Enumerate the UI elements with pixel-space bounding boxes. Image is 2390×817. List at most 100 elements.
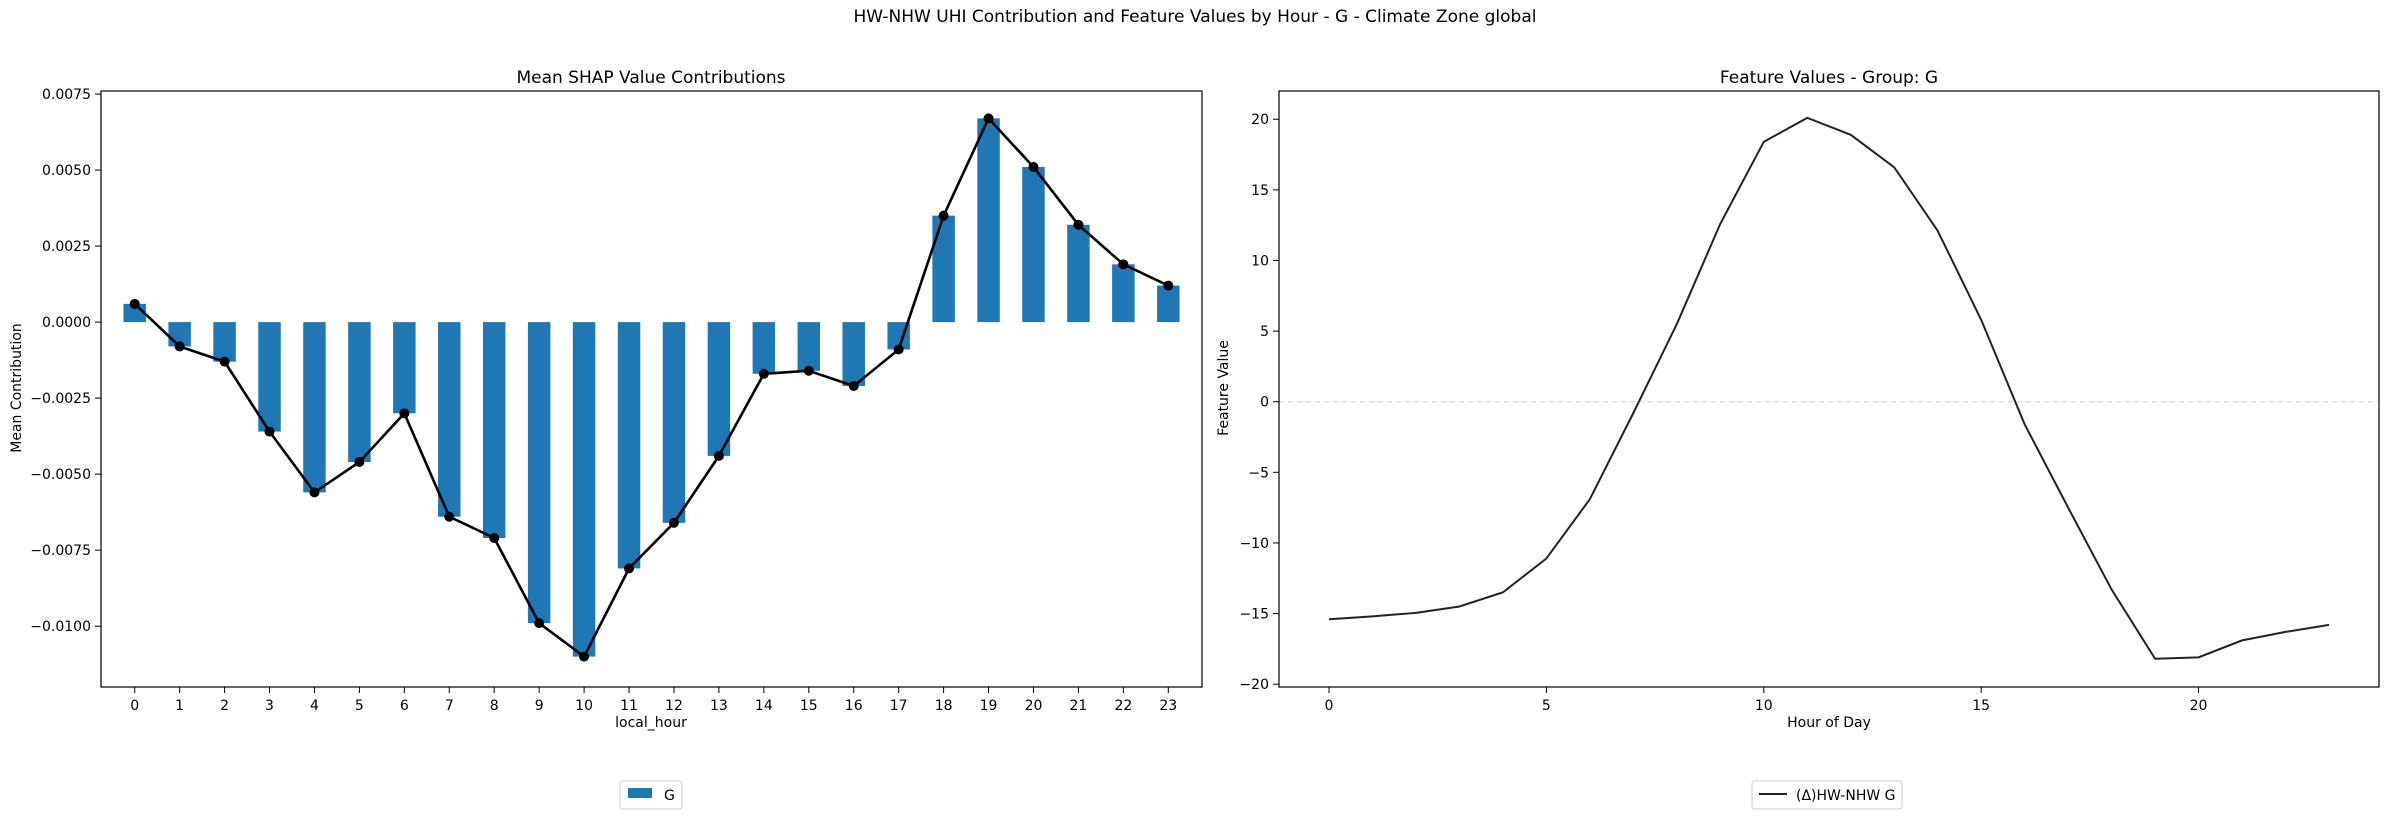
shap-line-point-15 [803,365,814,376]
shap-line-point-16 [848,380,859,391]
feature-ytick-label: 0 [1260,395,1269,411]
shap-xtick-label: 4 [310,698,319,714]
feature-xtick-label: 15 [1972,698,1990,714]
shap-line-point-13 [713,450,724,461]
feature-ytick-label: −20 [1239,677,1269,693]
shap-xtick-label: 19 [980,698,998,714]
shap-ytick-label: 0.0000 [42,315,91,331]
shap-line-point-22 [1118,259,1129,270]
feature-y-axis-label: Feature Value [1216,340,1232,436]
shap-line-point-8 [489,533,500,543]
shap-xtick-label: 22 [1114,698,1132,714]
shap-bar-15 [797,322,821,371]
shap-x-ticks: 0 1 2 3 4 5 6 7 8 9 10 11 12 13 14 15 16 17 18 19 20 21 22 23 [130,687,1177,714]
shap-xtick-label: 2 [220,698,229,714]
shap-xtick-label: 13 [710,698,728,714]
shap-xtick-label: 0 [130,698,139,714]
shap-bar-16 [842,322,865,386]
shap-line-point-7 [444,511,455,522]
figure-suptitle: HW-NHW UHI Contribution and Feature Valu… [854,7,1537,27]
shap-bar-4 [303,322,326,493]
shap-chart-title: Mean SHAP Value Contributions [516,68,785,88]
feature-chart-title: Feature Values - Group: G [1720,68,1938,88]
shap-xtick-label: 11 [620,698,638,714]
shap-bar-19 [977,118,1000,323]
shap-xtick-label: 8 [490,698,499,714]
shap-xtick-label: 16 [845,698,863,714]
shap-line-path [133,116,1169,659]
shap-bar-13 [707,322,731,456]
shap-line-point-21 [1073,219,1084,230]
feature-xtick-label: 20 [2190,698,2208,714]
shap-xtick-label: 12 [665,698,683,714]
shap-xtick-label: 7 [445,698,454,714]
feature-xtick-label: 0 [1325,698,1334,714]
shap-ytick-label: 0.0025 [42,239,91,255]
shap-bar-chart: Mean SHAP Value Contributions local_hour… [9,68,1203,810]
shap-bar-21 [1067,224,1090,323]
shap-bar-18 [932,215,955,323]
feature-line-chart: Feature Values - Group: G Hour of Day Fe… [1216,68,2380,810]
shap-ytick-label: −0.0075 [30,543,91,559]
feature-ytick-label: 10 [1251,253,1269,269]
feature-ytick-label: 5 [1260,324,1269,340]
shap-xtick-label: 9 [535,698,544,714]
feature-legend-box [1751,780,1903,810]
feature-plot-frame [1278,90,2380,688]
shap-bar-2 [213,322,236,362]
feature-x-axis-label: Hour of Day [1787,715,1871,731]
shap-x-axis-label: local_hour [615,715,687,731]
shap-xtick-label: 21 [1070,698,1088,714]
feature-ytick-label: 15 [1251,183,1269,199]
shap-bar-14 [752,322,776,374]
shap-bar-20 [1022,167,1045,323]
shap-line-point-14 [758,368,769,379]
shap-bar-7 [438,322,461,517]
shap-bar-3 [258,322,281,432]
shap-line-point-6 [399,408,410,419]
shap-bar-10 [572,322,596,657]
shap-line-point-9 [534,618,545,629]
shap-line-point-11 [624,563,635,574]
feature-line-path [1328,116,2330,660]
shap-xtick-label: 15 [800,698,818,714]
shap-ytick-label: −0.0025 [30,391,91,407]
shap-line-point-20 [1028,162,1039,173]
shap-line-point-12 [668,517,679,528]
shap-bars [123,118,1180,657]
shap-line-point-0 [129,298,140,309]
shap-bar-22 [1112,264,1135,323]
shap-bar-12 [662,322,686,523]
shap-legend: G [619,780,683,810]
shap-line-point-1 [174,341,185,352]
feature-ytick-label: −5 [1248,465,1269,481]
shap-xtick-label: 20 [1025,698,1043,714]
feature-ytick-label: 20 [1251,112,1269,128]
feature-ytick-label: −15 [1239,607,1269,623]
shap-legend-swatch [628,788,652,798]
shap-bar-9 [527,322,551,624]
shap-line-point-2 [219,356,230,367]
feature-series-line [1328,116,2330,660]
shap-line-point-18 [938,210,949,221]
shap-xtick-label: 5 [355,698,364,714]
shap-line-point-3 [264,426,275,437]
shap-line-point-10 [579,651,590,662]
feature-ytick-label: −10 [1239,536,1269,552]
shap-xtick-label: 6 [400,698,409,714]
shap-overlay-line [129,113,1174,662]
shap-xtick-label: 23 [1159,698,1177,714]
shap-line-point-4 [309,487,320,498]
feature-y-ticks: −20 −15 −10 −5 0 5 10 15 20 [1239,112,1279,693]
feature-legend-label: (Δ)HW-NHW G [1796,788,1896,804]
shap-bar-11 [617,322,641,569]
shap-ytick-label: 0.0075 [42,87,91,103]
shap-plot-frame [100,90,1203,688]
shap-line-point-17 [893,344,904,355]
shap-line-point-19 [983,113,994,124]
shap-line-point-5 [354,456,365,467]
feature-xtick-label: 5 [1542,698,1551,714]
shap-bar-6 [393,322,416,414]
shap-ytick-label: −0.0050 [30,467,91,483]
